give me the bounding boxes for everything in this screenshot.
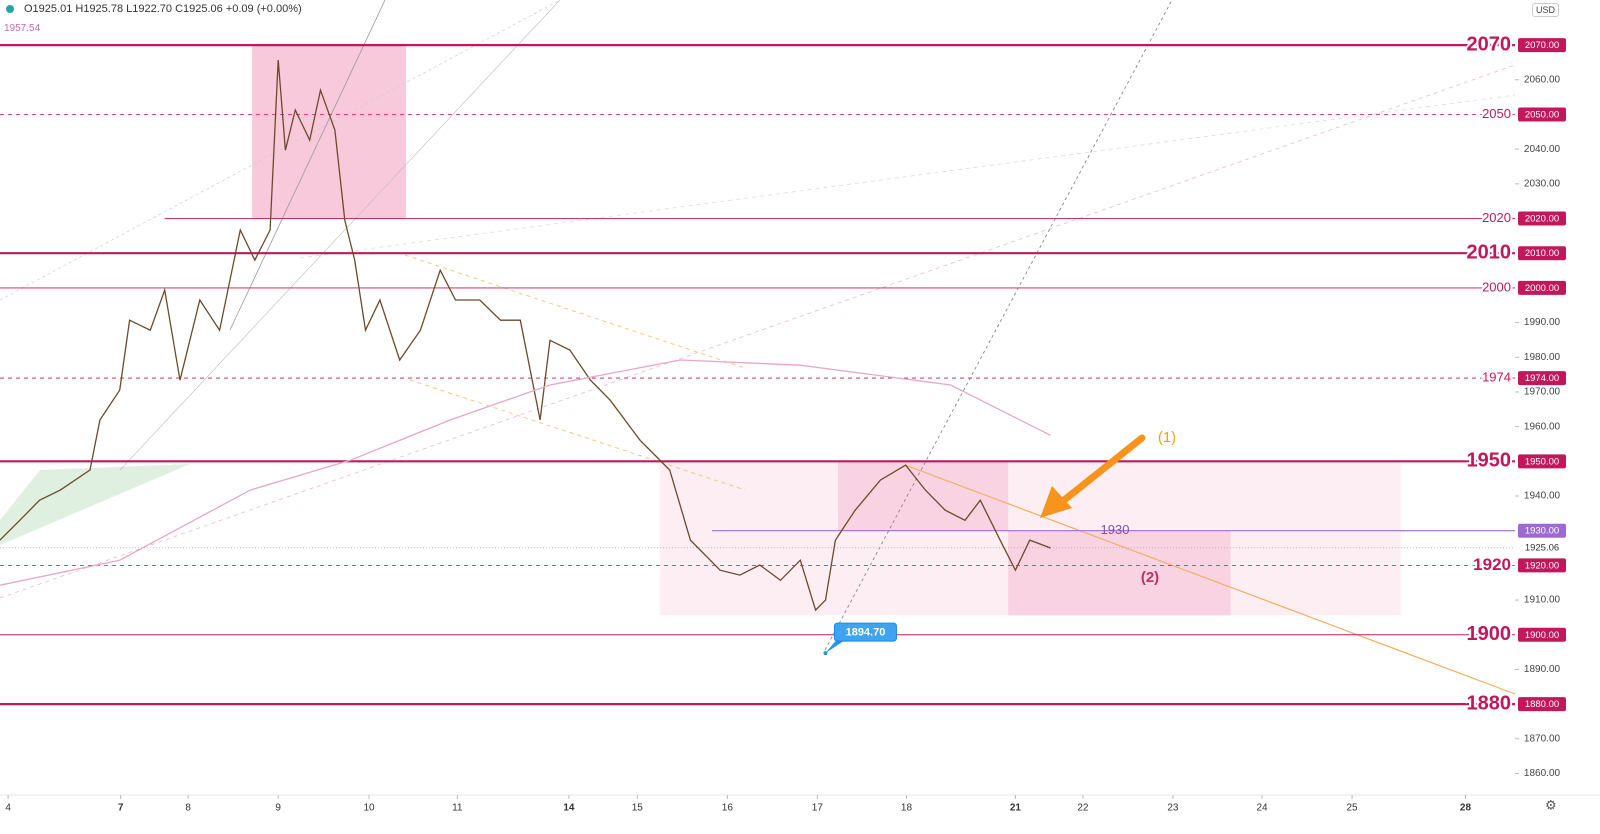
level-badge bbox=[1518, 697, 1566, 712]
x-tick-label: 16 bbox=[722, 803, 734, 814]
levels: 2070 2050 2020 2010 2000 1974 1950 1930 1920 1900… bbox=[0, 31, 1515, 716]
x-tick-label: 14 bbox=[563, 803, 575, 814]
axes: 2070.00 2050.00 2020.00 2010.00 2000.00 1974.… bbox=[5, 38, 1566, 814]
y-tick-label: 1960.00 bbox=[1524, 421, 1561, 432]
trend-line bbox=[229, 0, 386, 331]
y-tick-label: 1990.00 bbox=[1524, 317, 1561, 328]
level-label: 1930 bbox=[1101, 522, 1130, 537]
level-badge bbox=[1518, 38, 1566, 53]
indicator-value: 1957.54 bbox=[4, 23, 41, 34]
series: 1894.70 (1) (2) bbox=[0, 59, 1176, 656]
trend-line bbox=[299, 94, 1516, 259]
level-badge-label: 1930.00 bbox=[1525, 526, 1559, 537]
status-dot bbox=[6, 5, 14, 13]
annotation: (1) bbox=[1158, 429, 1176, 446]
level-label: 1900 bbox=[1467, 623, 1512, 645]
y-tick-label: 2030.00 bbox=[1524, 178, 1561, 189]
level-badge-label: 1920.00 bbox=[1525, 560, 1559, 571]
y-tick-label: 2040.00 bbox=[1524, 144, 1561, 155]
x-tick-label: 11 bbox=[452, 803, 463, 814]
zone bbox=[1008, 530, 1231, 616]
price-line bbox=[0, 59, 1051, 612]
level-badge bbox=[1518, 558, 1566, 573]
level-label: 2000 bbox=[1482, 279, 1511, 294]
level-label: 2020 bbox=[1482, 210, 1511, 225]
y-tick-label: 1980.00 bbox=[1524, 352, 1561, 363]
level-badge-label: 1974.00 bbox=[1525, 373, 1559, 384]
arrow bbox=[1040, 434, 1146, 518]
trend-lines bbox=[0, 0, 1516, 695]
level-label: 1974 bbox=[1482, 370, 1511, 385]
green-zone bbox=[0, 464, 190, 545]
callout-box bbox=[833, 622, 897, 642]
level-badge bbox=[1518, 211, 1566, 226]
time-axis-bg bbox=[0, 795, 1600, 834]
ohlc: O1925.01 H1925.78 L1922.70 C1925.06 +0.0… bbox=[24, 3, 302, 15]
x-tick-label: 17 bbox=[812, 803, 824, 814]
level-label: 1950 bbox=[1467, 450, 1512, 472]
trend-line bbox=[824, 0, 1173, 651]
level-badge-label: 2010.00 bbox=[1525, 248, 1559, 259]
x-tick-label: 15 bbox=[632, 803, 644, 814]
x-tick-label: 7 bbox=[118, 803, 124, 814]
trend-line bbox=[0, 0, 561, 301]
level-badge-label: 2050.00 bbox=[1525, 109, 1559, 120]
level-badge bbox=[1518, 454, 1566, 469]
y-tick-label: 1970.00 bbox=[1524, 387, 1561, 398]
level-badge-label: 2070.00 bbox=[1525, 40, 1559, 51]
x-tick-label: 9 bbox=[275, 803, 281, 814]
zones bbox=[252, 45, 1401, 616]
callout-tail bbox=[825, 641, 844, 654]
header: O1925.01 H1925.78 L1922.70 C1925.06 +0.0… bbox=[6, 3, 302, 15]
level-badge bbox=[1518, 627, 1566, 642]
trend-line bbox=[119, 0, 561, 471]
y-tick-label: 1860.00 bbox=[1524, 768, 1561, 779]
y-tick-label: 1910.00 bbox=[1524, 595, 1561, 606]
x-tick-label: 25 bbox=[1347, 803, 1359, 814]
level-badge-label: 1950.00 bbox=[1525, 456, 1559, 467]
y-tick-label: 1870.00 bbox=[1524, 733, 1561, 744]
x-tick-label: 18 bbox=[901, 803, 913, 814]
level-badge-label: 2000.00 bbox=[1525, 283, 1559, 294]
x-tick-label: 22 bbox=[1077, 803, 1089, 814]
level-badge bbox=[1518, 523, 1566, 538]
arrow-head bbox=[1040, 486, 1072, 518]
level-label: 1880 bbox=[1467, 692, 1512, 714]
annotation: (2) bbox=[1141, 569, 1159, 586]
x-tick-label: 24 bbox=[1256, 803, 1268, 814]
settings-icon[interactable]: ⚙ bbox=[1545, 797, 1557, 812]
trend-line bbox=[409, 379, 746, 491]
level-label: 1920 bbox=[1473, 555, 1511, 574]
x-tick-label: 4 bbox=[5, 803, 11, 814]
y-tick-label: 2060.00 bbox=[1524, 74, 1561, 85]
level-badge bbox=[1518, 371, 1566, 386]
x-tick-label: 28 bbox=[1460, 803, 1472, 814]
x-tick-label: 23 bbox=[1167, 803, 1179, 814]
level-label: 2070 bbox=[1467, 33, 1512, 55]
callout-label: 1894.70 bbox=[846, 627, 886, 639]
y-tick-label: 1940.00 bbox=[1524, 491, 1561, 502]
level-badge-label: 1900.00 bbox=[1525, 630, 1559, 641]
trend-line bbox=[0, 64, 1516, 599]
y-tick-label: 1890.00 bbox=[1524, 664, 1561, 675]
level-badge bbox=[1518, 107, 1566, 122]
x-tick-label: 21 bbox=[1010, 803, 1022, 814]
price-axis-bg bbox=[1515, 0, 1600, 834]
current-price-label: 1925.06 bbox=[1525, 542, 1559, 553]
level-label: 2050 bbox=[1482, 106, 1511, 121]
price-line bbox=[0, 359, 1051, 586]
arrow-shaft bbox=[1054, 434, 1146, 509]
level-badge bbox=[1518, 280, 1566, 295]
level-badge-label: 2020.00 bbox=[1525, 214, 1559, 225]
level-badge bbox=[1518, 246, 1566, 261]
level-badge-label: 1880.00 bbox=[1525, 699, 1559, 710]
trend-line bbox=[904, 464, 1516, 695]
level-label: 2010 bbox=[1467, 241, 1512, 263]
trend-line bbox=[404, 254, 746, 369]
x-tick-label: 8 bbox=[185, 803, 191, 814]
x-tick-label: 10 bbox=[364, 803, 376, 814]
currency[interactable]: USD bbox=[1532, 3, 1560, 17]
